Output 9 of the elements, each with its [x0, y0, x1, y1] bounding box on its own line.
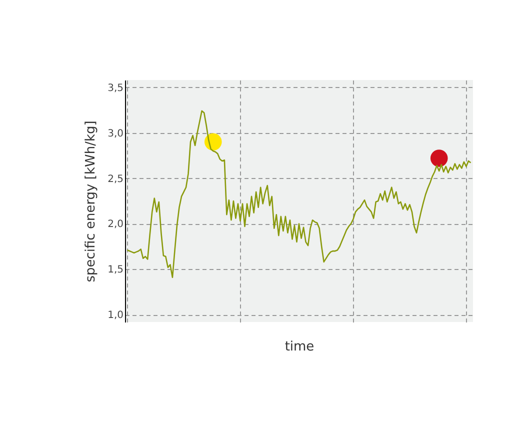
- y-axis-title: specific energy [kWh/kg]: [84, 120, 99, 282]
- y-tick-label: 1,5: [108, 264, 124, 276]
- line-series: [126, 110, 472, 278]
- y-tick-label: 3,5: [108, 82, 124, 94]
- y-tick-label: 2,5: [108, 174, 124, 185]
- y-tick-label: 3,0: [108, 128, 124, 140]
- y-tick-label: 2,0: [108, 219, 124, 230]
- x-axis-title: time: [284, 340, 314, 354]
- y-tick-label: 1,0: [108, 310, 124, 322]
